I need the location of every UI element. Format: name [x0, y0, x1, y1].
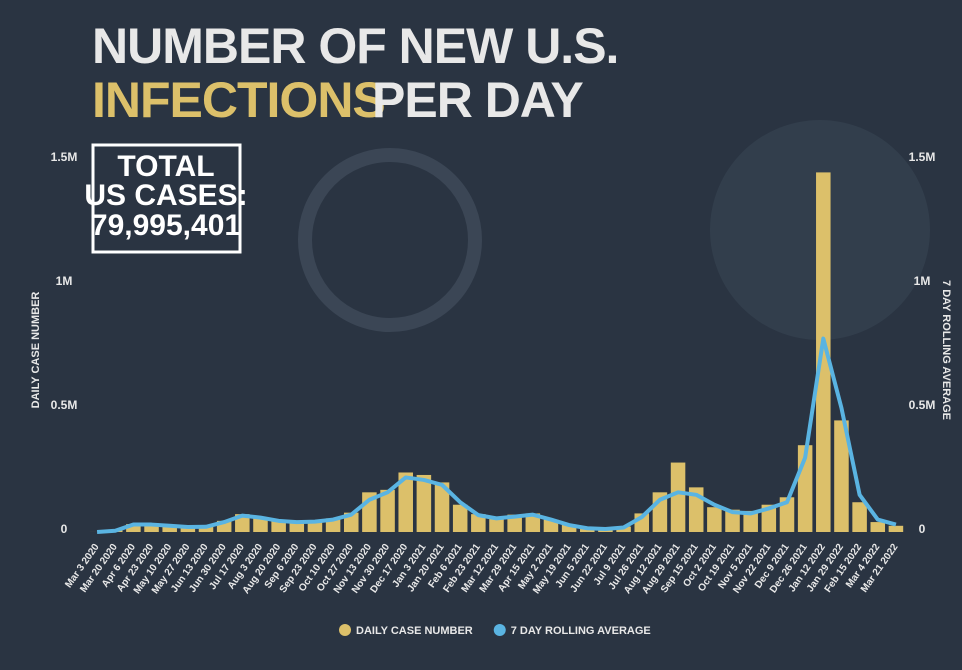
- bar: [525, 513, 541, 532]
- y2-axis-label: 7 DAY ROLLING AVERAGE: [940, 280, 952, 420]
- title-highlight: INFECTIONS: [92, 72, 385, 128]
- bar: [816, 172, 831, 532]
- bar: [471, 514, 486, 532]
- total-label: US CASES:: [84, 179, 247, 212]
- legend-label: 7 DAY ROLLING AVERAGE: [511, 625, 651, 637]
- title-line1: NUMBER OF NEW U.S.: [92, 18, 618, 74]
- bar: [888, 525, 904, 532]
- y2-tick-label: 1.5M: [909, 150, 936, 164]
- bar: [779, 497, 795, 532]
- bar: [126, 524, 141, 532]
- y-tick-label: 1M: [56, 274, 73, 288]
- bar: [452, 504, 468, 532]
- bar: [761, 504, 777, 532]
- bar: [870, 522, 886, 532]
- bar: [580, 529, 595, 532]
- bar: [743, 510, 758, 532]
- decor-virus: [298, 148, 482, 332]
- title-rest: PER DAY: [372, 72, 583, 128]
- bar: [852, 502, 867, 532]
- bar: [216, 520, 232, 532]
- legend-swatch: [339, 624, 351, 636]
- bar: [307, 520, 323, 532]
- bar: [725, 509, 740, 532]
- total-value: 79,995,401: [91, 209, 241, 242]
- bar: [398, 472, 413, 532]
- bar: [162, 525, 177, 532]
- y-tick-label: 0: [61, 522, 68, 536]
- total-box: [91, 143, 242, 254]
- y2-tick-label: 1M: [914, 274, 931, 288]
- y-tick-label: 1.5M: [51, 150, 78, 164]
- bar: [561, 524, 577, 532]
- legend-swatch: [493, 624, 506, 636]
- bar: [489, 517, 504, 532]
- bar: [670, 462, 686, 532]
- bar: [416, 474, 432, 532]
- y-axis-label: DAILY CASE NUMBER: [30, 292, 42, 409]
- bar: [253, 518, 268, 532]
- y-tick-label: 0.5M: [51, 398, 78, 412]
- bar: [380, 489, 395, 532]
- line: [96, 336, 897, 534]
- bar: [271, 520, 286, 532]
- total-label: TOTAL: [117, 150, 214, 183]
- bar: [289, 523, 305, 532]
- bar: [198, 525, 214, 532]
- y2-tick-label: 0.5M: [909, 398, 936, 412]
- bar: [144, 523, 159, 532]
- bar: [180, 526, 196, 532]
- y2-tick-label: 0: [919, 522, 926, 536]
- legend-label: DAILY CASE NUMBER: [356, 625, 473, 637]
- bar: [434, 482, 450, 532]
- bar: [834, 420, 849, 532]
- bar: [707, 507, 722, 532]
